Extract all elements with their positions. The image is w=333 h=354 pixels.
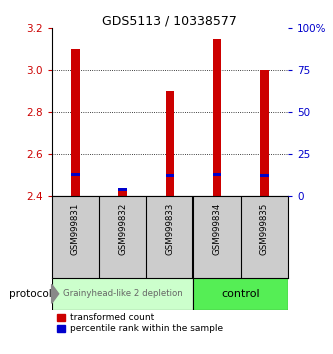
Polygon shape xyxy=(52,284,59,303)
Title: GDS5113 / 10338577: GDS5113 / 10338577 xyxy=(102,14,237,27)
Bar xyxy=(193,278,288,310)
Text: GSM999834: GSM999834 xyxy=(212,202,222,255)
Text: GSM999833: GSM999833 xyxy=(165,202,174,255)
Text: GSM999831: GSM999831 xyxy=(71,202,80,255)
Text: GSM999835: GSM999835 xyxy=(260,202,269,255)
Text: protocol: protocol xyxy=(9,289,52,299)
Legend: transformed count, percentile rank within the sample: transformed count, percentile rank withi… xyxy=(56,312,224,335)
Bar xyxy=(71,49,80,196)
Bar xyxy=(260,174,269,177)
Text: Grainyhead-like 2 depletion: Grainyhead-like 2 depletion xyxy=(63,289,182,298)
Bar xyxy=(118,190,127,196)
Bar xyxy=(71,173,80,176)
Bar xyxy=(52,278,193,310)
Bar xyxy=(260,70,269,196)
Text: GSM999832: GSM999832 xyxy=(118,202,127,255)
Bar xyxy=(118,188,127,190)
Text: control: control xyxy=(221,289,260,299)
Bar xyxy=(213,39,221,196)
Bar xyxy=(213,173,221,176)
Bar xyxy=(166,174,174,177)
Bar xyxy=(166,91,174,196)
